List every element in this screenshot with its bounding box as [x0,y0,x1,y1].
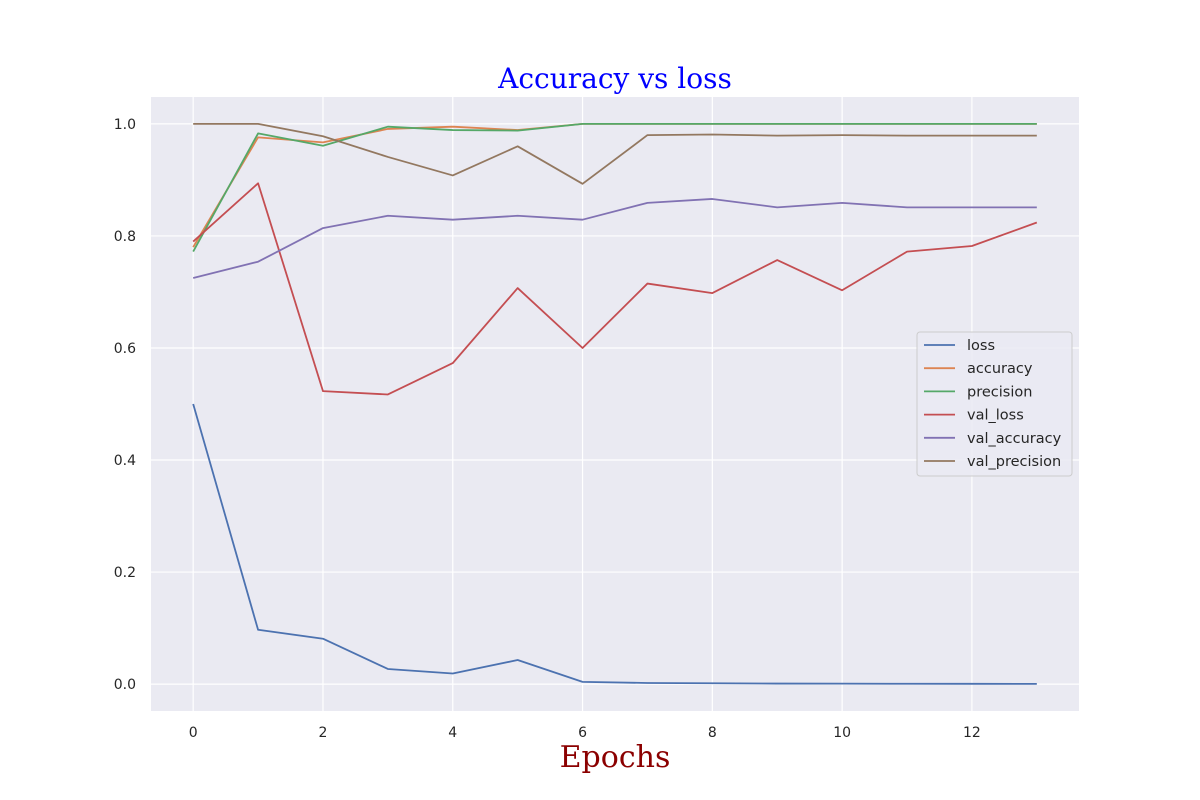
chart-title: Accuracy vs loss [497,62,732,95]
x-tick-label: 12 [963,725,981,741]
y-tick-label: 1.0 [114,117,136,133]
series-line-val-precision [193,122,1037,185]
x-axis-label: Epochs [560,740,671,775]
x-tick-label: 8 [708,725,717,741]
series-lines [192,122,1038,685]
y-axis-ticks: 0.0 0.2 0.4 0.6 0.8 1.0 [114,117,136,693]
y-tick-label: 0.4 [114,453,136,469]
y-tick-label: 0.8 [114,229,136,245]
legend: loss accuracy precision val_loss val_accurac… [916,331,1073,477]
legend-label: val_precision [967,454,1061,470]
legend-box [916,331,1073,477]
x-tick-label: 2 [319,725,328,741]
x-tick-label: 4 [448,725,457,741]
x-tick-label: 0 [189,725,198,741]
x-tick-label: 6 [578,725,587,741]
legend-label: val_accuracy [967,431,1062,447]
legend-label: precision [967,384,1032,400]
x-tick-label: 10 [833,725,851,741]
y-tick-label: 0.2 [114,565,136,581]
y-tick-label: 0.0 [114,677,136,693]
series-line-val-loss [192,182,1038,396]
legend-label: accuracy [967,361,1033,377]
series-line-loss [192,403,1037,685]
legend-label: val_loss [967,408,1024,424]
legend-label: loss [967,338,995,354]
y-tick-label: 0.6 [114,341,136,357]
x-axis-ticks: 0 2 4 6 8 10 12 [189,725,981,741]
series-line-precision [192,122,1037,253]
series-line-val-accuracy [192,198,1037,279]
